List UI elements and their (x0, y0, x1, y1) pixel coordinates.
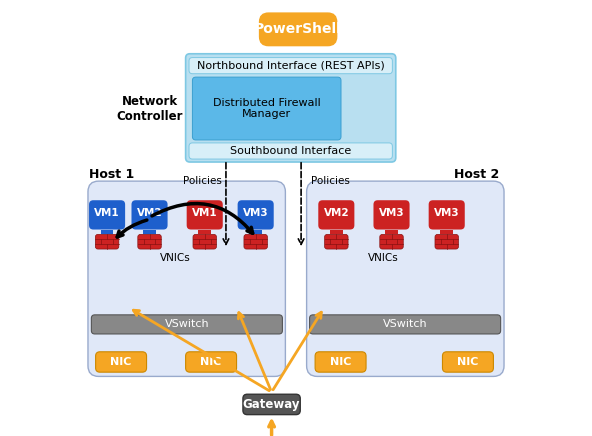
FancyBboxPatch shape (96, 352, 147, 372)
FancyBboxPatch shape (435, 235, 458, 249)
FancyBboxPatch shape (324, 235, 348, 249)
Text: VNICs: VNICs (368, 252, 398, 262)
FancyBboxPatch shape (380, 235, 403, 249)
Bar (330, 229, 343, 235)
Text: NIC: NIC (330, 357, 351, 367)
Text: PowerShell: PowerShell (254, 22, 342, 36)
FancyBboxPatch shape (318, 200, 355, 229)
Text: Policies: Policies (311, 176, 350, 186)
FancyBboxPatch shape (192, 77, 341, 140)
Bar (198, 229, 211, 235)
Text: Policies: Policies (184, 176, 223, 186)
FancyBboxPatch shape (193, 235, 217, 249)
FancyBboxPatch shape (138, 235, 161, 249)
FancyBboxPatch shape (131, 200, 168, 229)
FancyBboxPatch shape (429, 200, 465, 229)
Text: VSwitch: VSwitch (165, 320, 209, 330)
Text: NIC: NIC (110, 357, 132, 367)
Text: Northbound Interface (REST APIs): Northbound Interface (REST APIs) (197, 61, 385, 71)
FancyBboxPatch shape (243, 394, 300, 415)
Text: VM3: VM3 (379, 208, 404, 218)
Text: Distributed Firewall
Manager: Distributed Firewall Manager (213, 98, 321, 119)
Text: Host 2: Host 2 (453, 168, 499, 181)
Text: VM3: VM3 (243, 208, 269, 218)
FancyBboxPatch shape (88, 181, 285, 376)
Text: Gateway: Gateway (243, 398, 300, 411)
FancyBboxPatch shape (186, 54, 396, 162)
Text: VM1: VM1 (94, 208, 120, 218)
Text: Southbound Interface: Southbound Interface (230, 146, 351, 156)
Text: VNICs: VNICs (160, 252, 191, 262)
FancyBboxPatch shape (310, 315, 501, 334)
Bar (143, 229, 156, 235)
FancyBboxPatch shape (307, 181, 504, 376)
Text: Host 1: Host 1 (89, 168, 134, 181)
Bar (440, 229, 453, 235)
FancyBboxPatch shape (189, 143, 392, 159)
Text: Network
Controller: Network Controller (116, 95, 183, 123)
Text: VM2: VM2 (323, 208, 349, 218)
Bar (249, 229, 262, 235)
Bar (101, 229, 114, 235)
FancyBboxPatch shape (95, 235, 119, 249)
FancyBboxPatch shape (91, 315, 282, 334)
FancyBboxPatch shape (260, 14, 336, 45)
Text: NIC: NIC (457, 357, 478, 367)
FancyBboxPatch shape (315, 352, 366, 372)
Bar (385, 229, 398, 235)
Text: VM1: VM1 (192, 208, 217, 218)
FancyBboxPatch shape (89, 200, 125, 229)
FancyBboxPatch shape (186, 352, 237, 372)
FancyBboxPatch shape (189, 58, 392, 74)
FancyBboxPatch shape (244, 235, 268, 249)
Text: VM3: VM3 (434, 208, 459, 218)
FancyBboxPatch shape (442, 352, 493, 372)
Text: NIC: NIC (201, 357, 222, 367)
FancyBboxPatch shape (374, 200, 410, 229)
Text: VM2: VM2 (137, 208, 162, 218)
FancyBboxPatch shape (237, 200, 274, 229)
Text: VSwitch: VSwitch (383, 320, 427, 330)
FancyBboxPatch shape (186, 200, 223, 229)
